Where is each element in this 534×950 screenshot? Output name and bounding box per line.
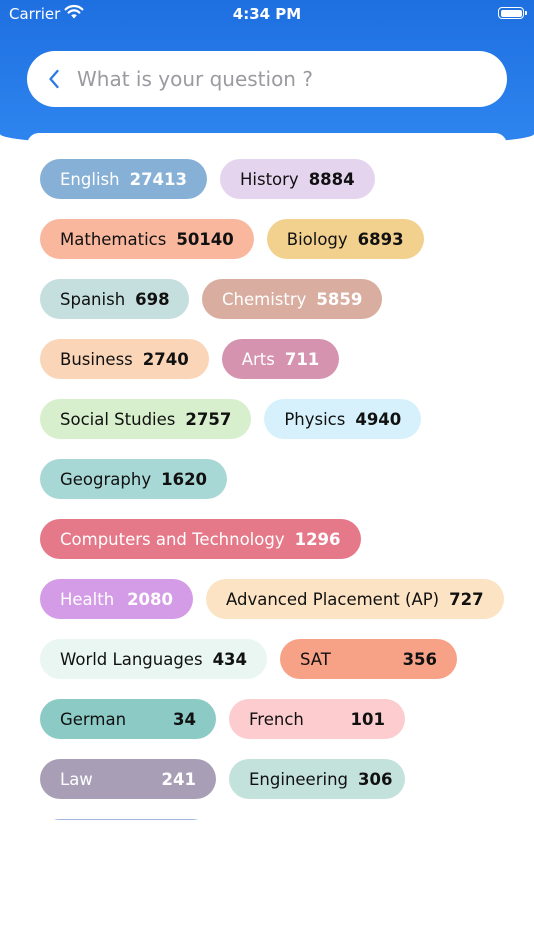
subject-count: 101 — [350, 709, 385, 729]
subject-chip-history[interactable]: History 8884 — [220, 159, 375, 199]
subject-name: Engineering — [249, 769, 348, 789]
subject-name: Computers and Technology — [60, 529, 285, 549]
subject-chip-spanish[interactable]: Spanish 698 — [40, 279, 189, 319]
subject-count: 34 — [173, 709, 196, 729]
subject-name: French — [249, 709, 304, 729]
subject-chip-list: English 27413 History 8884 Mathematics 50140 B… — [27, 133, 507, 820]
subject-name: Law — [60, 769, 93, 789]
status-bar: Carrier 4:34 PM — [0, 0, 534, 28]
subject-count: 50140 — [176, 229, 234, 249]
battery-icon — [498, 7, 527, 19]
clock-time: 4:34 PM — [232, 5, 302, 23]
search-bar — [27, 51, 507, 107]
subject-chip-biology[interactable]: Biology 6893 — [266, 219, 424, 259]
subject-count: 6893 — [357, 229, 404, 249]
subject-count: 306 — [358, 769, 393, 789]
subject-chip-social-studies[interactable]: Social Studies 2757 — [40, 399, 252, 439]
carrier-label: Carrier — [9, 5, 61, 23]
subject-chip-chemistry[interactable]: Chemistry 5859 — [202, 279, 383, 319]
subject-name: History — [240, 169, 299, 189]
subject-chip-partial[interactable] — [40, 819, 212, 820]
subject-chip-sat[interactable]: SAT 356 — [280, 639, 458, 679]
subject-count: 2740 — [142, 349, 189, 369]
subject-name: World Languages — [60, 649, 203, 669]
subject-count: 5859 — [316, 289, 363, 309]
subject-name: Arts — [241, 349, 275, 369]
subject-name: Advanced Placement (AP) — [226, 589, 440, 609]
subject-name: Biology — [286, 229, 348, 249]
subject-count: 698 — [135, 289, 170, 309]
subject-chip-law[interactable]: Law 241 — [40, 759, 216, 799]
subject-name: German — [60, 709, 127, 729]
chevron-left-icon[interactable] — [31, 51, 77, 107]
subject-chip-business[interactable]: Business 2740 — [40, 339, 209, 379]
subject-count: 241 — [161, 769, 196, 789]
subject-chip-german[interactable]: German 34 — [40, 699, 216, 739]
subject-count: 27413 — [129, 169, 187, 189]
subject-chip-english[interactable]: English 27413 — [40, 159, 207, 199]
wifi-icon — [64, 4, 84, 24]
subject-name: Health — [60, 589, 115, 609]
subject-count: 727 — [449, 589, 484, 609]
subject-count: 2757 — [185, 409, 232, 429]
subject-count: 2080 — [127, 589, 173, 609]
subject-chip-health[interactable]: Health 2080 — [40, 579, 193, 619]
subject-name: Chemistry — [222, 289, 307, 309]
subject-count: 711 — [284, 349, 320, 369]
subject-name: Business — [60, 349, 133, 369]
subject-chip-arts[interactable]: Arts 711 — [221, 339, 340, 379]
subject-chip-physics[interactable]: Physics 4940 — [264, 399, 422, 439]
subject-name: Spanish — [60, 289, 126, 309]
subject-name: Geography — [60, 469, 152, 489]
subject-chip-french[interactable]: French 101 — [229, 699, 405, 739]
subject-count: 434 — [212, 649, 248, 669]
subject-name: Physics — [284, 409, 346, 429]
subject-chip-computers-and-technology[interactable]: Computers and Technology 1296 — [40, 519, 361, 559]
subject-chip-geography[interactable]: Geography 1620 — [40, 459, 228, 499]
subjects-card: English 27413 History 8884 Mathematics 50140 B… — [27, 133, 507, 820]
subject-name: Social Studies — [60, 409, 176, 429]
subject-chip-engineering[interactable]: Engineering 306 — [229, 759, 405, 799]
subject-chip-world-languages[interactable]: World Languages 434 — [40, 639, 268, 679]
subject-chip-mathematics[interactable]: Mathematics 50140 — [40, 219, 254, 259]
subject-name: SAT — [300, 649, 331, 669]
subject-count: 8884 — [308, 169, 355, 189]
subject-name: Mathematics — [60, 229, 167, 249]
subject-count: 1296 — [294, 529, 341, 549]
subject-count: 4940 — [355, 409, 402, 429]
subject-count: 356 — [402, 649, 438, 669]
question-search-input[interactable] — [77, 67, 507, 91]
subject-chip-advanced-placement-ap[interactable]: Advanced Placement (AP) 727 — [206, 579, 504, 619]
subject-count: 1620 — [161, 469, 208, 489]
subject-name: English — [60, 169, 120, 189]
